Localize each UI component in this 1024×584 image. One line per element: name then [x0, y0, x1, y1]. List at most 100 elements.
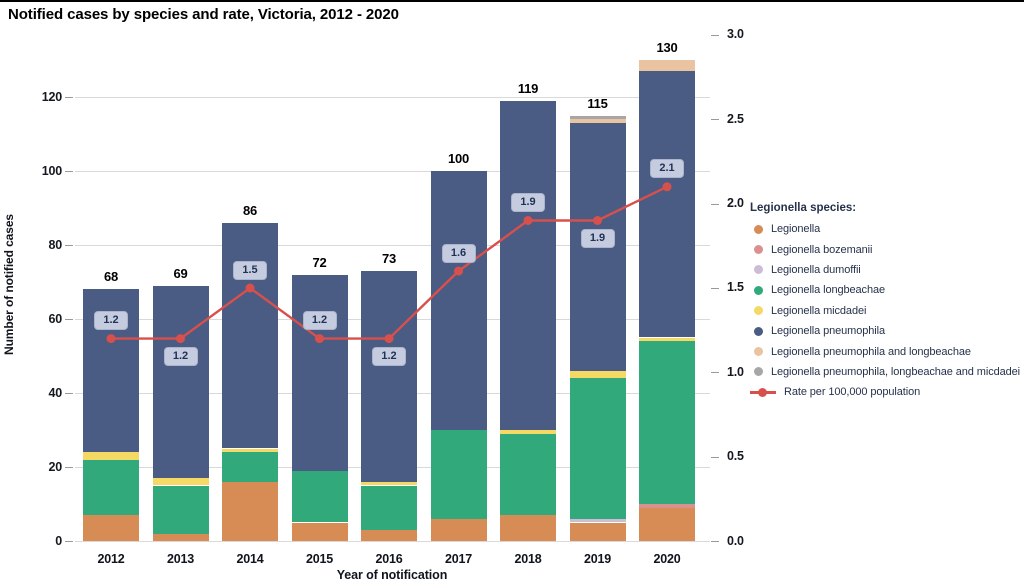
legend-item-label: Legionella bozemanii — [771, 243, 873, 256]
bar-segment — [639, 504, 695, 508]
bar-segment — [152, 485, 209, 534]
bar-segment — [639, 71, 695, 338]
bar-total-label: 115 — [587, 95, 608, 111]
y-left-tick — [65, 319, 73, 320]
legend-color-dot — [754, 347, 763, 357]
rate-value-label: 1.2 — [372, 347, 406, 367]
legend-item: Legionella pneumophila and longbeachae — [748, 341, 1024, 361]
y-left-tick — [65, 171, 73, 172]
bar-segment — [639, 337, 695, 342]
bar-segment — [569, 119, 626, 123]
y-right-tick-label: 3.0 — [727, 27, 744, 42]
legend-title: Legionella species: — [750, 202, 857, 214]
y-axis-title: Number of notified cases — [2, 214, 16, 356]
bar-segment — [152, 533, 209, 541]
bar-segment — [361, 529, 417, 541]
bar-segment — [500, 433, 556, 516]
bar-segment — [361, 481, 417, 486]
bar-total-label: 100 — [447, 151, 470, 166]
bar-segment — [430, 430, 487, 519]
legend-item: Legionella pneumophila, longbeachae and … — [748, 362, 1024, 382]
bar-segment — [222, 448, 278, 453]
bar-segment — [291, 274, 348, 471]
rate-line-swatch — [750, 387, 776, 397]
legend-color-dot — [754, 265, 763, 275]
y-left-tick — [65, 467, 73, 468]
bar-segment — [500, 515, 556, 541]
bar-total-label: 72 — [312, 254, 327, 270]
legend-items: Legionella Legionella bozemanii Legionella… — [748, 219, 1024, 403]
legend-item-rate: Rate per 100,000 population — [748, 382, 1024, 402]
bar-segment — [222, 452, 278, 482]
gridline — [75, 171, 710, 172]
bar-segment — [152, 285, 209, 479]
bar-segment — [569, 522, 626, 541]
bar-total-label: 68 — [103, 269, 119, 285]
legend-color-dot — [754, 224, 763, 234]
y-left-tick-label: 60 — [48, 311, 62, 326]
y-right-tick — [711, 203, 719, 205]
y-left-tick — [65, 393, 73, 394]
rate-value-label: 2.1 — [650, 159, 684, 179]
legend-color-dot — [754, 306, 763, 316]
y-left-tick-label: 20 — [48, 459, 62, 474]
rate-value-label: 1.2 — [94, 311, 128, 331]
y-right-tick-label: 0.0 — [727, 533, 744, 548]
bar-segment — [83, 459, 139, 516]
y-left-tick-label: 100 — [41, 163, 62, 178]
y-left-tick — [65, 245, 73, 246]
y-right-tick-label: 2.0 — [727, 196, 744, 211]
legend-item: Legionella pneumophila — [748, 321, 1024, 341]
x-axis-tick-label: 2015 — [305, 552, 333, 566]
y-right-tick — [711, 541, 719, 542]
y-right-tick — [711, 287, 719, 289]
bar-total-label: 130 — [656, 40, 678, 55]
x-axis-tick-label: 2012 — [97, 552, 125, 566]
y-left-tick — [65, 97, 73, 98]
rate-value-label: 1.2 — [163, 347, 198, 367]
y-left-tick-label: 80 — [48, 237, 62, 252]
x-axis-tick-label: 2013 — [166, 552, 194, 566]
legend-item-label: Legionella — [771, 223, 821, 236]
bar-segment — [291, 470, 348, 523]
y-right-tick — [711, 456, 719, 458]
rate-value-label: 1.9 — [511, 193, 545, 212]
bar-segment — [361, 485, 417, 530]
bar-segment — [83, 452, 139, 460]
x-axis-tick-label: 2017 — [444, 552, 472, 566]
rate-value-label: 1.6 — [441, 243, 476, 263]
y-right-tick-label: 2.5 — [727, 111, 744, 126]
bar-total-label: 119 — [517, 80, 539, 96]
bar-segment — [430, 171, 487, 430]
y-left-tick-label: 120 — [41, 89, 62, 104]
bar-total-label: 86 — [242, 202, 258, 218]
y-right-tick — [711, 119, 719, 121]
legend-item-label: Legionella micdadei — [771, 304, 867, 317]
x-axis-tick-label: 2018 — [514, 552, 542, 566]
top-border-line — [0, 0, 1024, 2]
rate-value-label: 1.2 — [302, 311, 337, 331]
y-right-tick — [711, 34, 719, 36]
legend-item: Legionella micdadei — [748, 301, 1024, 321]
legend-color-dot — [754, 326, 763, 336]
bar-segment — [569, 115, 626, 120]
legend: Legionella species: Legionella Legionella… — [748, 202, 1024, 403]
rate-value-label: 1.5 — [233, 260, 267, 280]
y-left-tick — [65, 541, 73, 542]
bar-segment — [152, 478, 209, 486]
y-right-tick — [711, 372, 719, 374]
bar-segment — [500, 430, 556, 434]
y-left-tick-label: 0 — [55, 533, 62, 548]
y-right-tick-label: 1.5 — [727, 280, 744, 295]
y-right-tick-label: 1.0 — [727, 364, 744, 379]
bar-segment — [222, 481, 278, 541]
legend-item-label: Legionella pneumophila and longbeachae — [771, 345, 971, 358]
rate-value-label: 1.9 — [580, 229, 615, 248]
gridline — [75, 97, 710, 98]
rate-line-marker — [758, 387, 767, 397]
legend-item: Legionella bozemanii — [748, 239, 1024, 259]
legend-color-dot — [754, 367, 763, 377]
bar-segment — [639, 341, 695, 504]
bar-segment — [500, 100, 556, 430]
